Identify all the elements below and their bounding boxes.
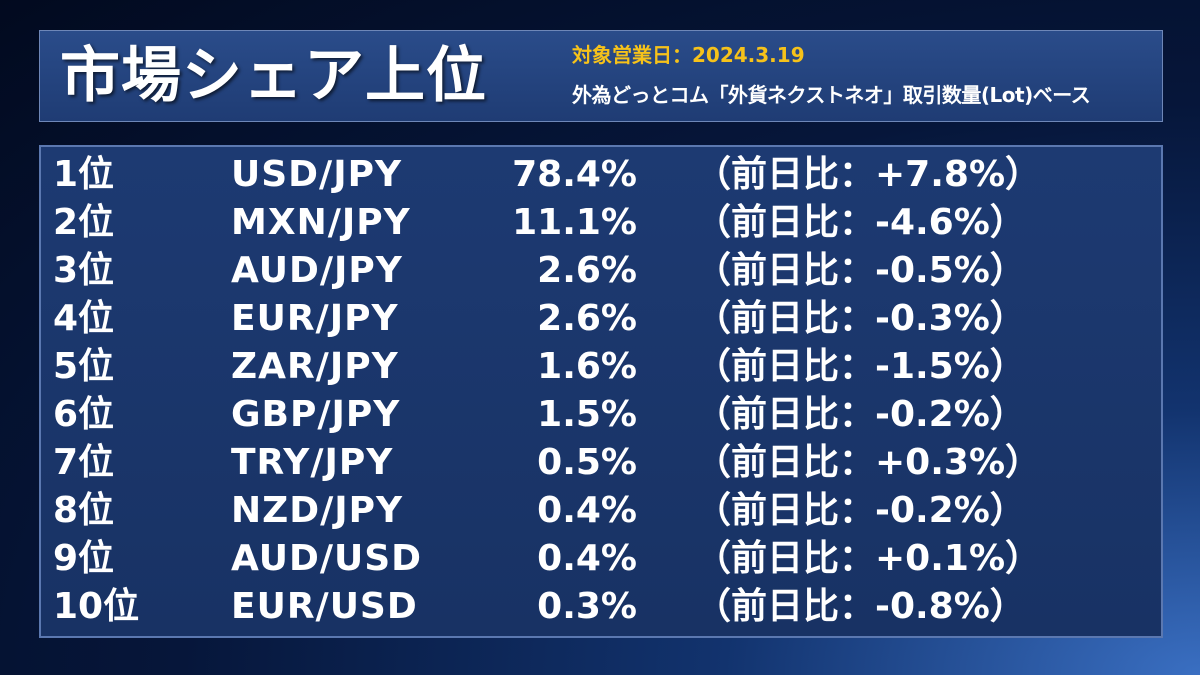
table-row: 6位 GBP/JPY 1.5% （前日比：-0.2%） [41,391,1161,439]
change-cell: （前日比：-1.5%） [695,346,1026,387]
table-row: 5位 ZAR/JPY 1.6% （前日比：-1.5%） [41,343,1161,391]
pair-cell: AUD/USD [231,538,423,579]
change-cell: （前日比：-0.2%） [695,394,1026,435]
rank-cell: 1位 [53,154,115,195]
table-row: 9位 AUD/USD 0.4% （前日比：+0.1%） [41,535,1161,583]
change-cell: （前日比：+7.8%） [695,154,1042,195]
change-cell: （前日比：-0.3%） [695,298,1026,339]
pair-cell: EUR/JPY [231,298,399,339]
table-row: 2位 MXN/JPY 11.1% （前日比：-4.6%） [41,199,1161,247]
ranking-table: 1位 USD/JPY 78.4% （前日比：+7.8%） 2位 MXN/JPY … [39,145,1163,638]
change-cell: （前日比：+0.1%） [695,538,1042,579]
rank-cell: 2位 [53,202,115,243]
share-cell: 0.4% [537,538,637,579]
rank-cell: 5位 [53,346,115,387]
change-cell: （前日比：-0.2%） [695,490,1026,531]
title-banner: 市場シェア上位 対象営業日：2024.3.19 外為どっとコム「外貨ネクストネオ… [39,30,1163,122]
pair-cell: AUD/JPY [231,250,403,291]
share-cell: 2.6% [537,250,637,291]
table-row: 10位 EUR/USD 0.3% （前日比：-0.8%） [41,583,1161,631]
date-label: 対象営業日：2024.3.19 [572,43,805,67]
table-row: 1位 USD/JPY 78.4% （前日比：+7.8%） [41,151,1161,199]
change-cell: （前日比：-4.6%） [695,202,1026,243]
pair-cell: TRY/JPY [231,442,394,483]
rank-cell: 4位 [53,298,115,339]
share-cell: 11.1% [512,202,637,243]
table-row: 7位 TRY/JPY 0.5% （前日比：+0.3%） [41,439,1161,487]
change-cell: （前日比：+0.3%） [695,442,1042,483]
table-row: 4位 EUR/JPY 2.6% （前日比：-0.3%） [41,295,1161,343]
basis-note: 外為どっとコム「外貨ネクストネオ」取引数量(Lot)ベース [572,83,1091,107]
change-cell: （前日比：-0.8%） [695,586,1026,627]
rank-cell: 3位 [53,250,115,291]
rank-cell: 10位 [53,586,140,627]
pair-cell: MXN/JPY [231,202,411,243]
rank-cell: 9位 [53,538,115,579]
rank-cell: 7位 [53,442,115,483]
share-cell: 78.4% [512,154,637,195]
rank-cell: 6位 [53,394,115,435]
share-cell: 0.5% [537,442,637,483]
pair-cell: USD/JPY [231,154,403,195]
rank-cell: 8位 [53,490,115,531]
share-cell: 2.6% [537,298,637,339]
pair-cell: NZD/JPY [231,490,404,531]
pair-cell: GBP/JPY [231,394,401,435]
table-row: 3位 AUD/JPY 2.6% （前日比：-0.5%） [41,247,1161,295]
change-cell: （前日比：-0.5%） [695,250,1026,291]
page-title: 市場シェア上位 [60,41,487,111]
share-cell: 0.3% [537,586,637,627]
share-cell: 1.5% [537,394,637,435]
pair-cell: EUR/USD [231,586,418,627]
pair-cell: ZAR/JPY [231,346,399,387]
share-cell: 0.4% [537,490,637,531]
share-cell: 1.6% [537,346,637,387]
table-row: 8位 NZD/JPY 0.4% （前日比：-0.2%） [41,487,1161,535]
